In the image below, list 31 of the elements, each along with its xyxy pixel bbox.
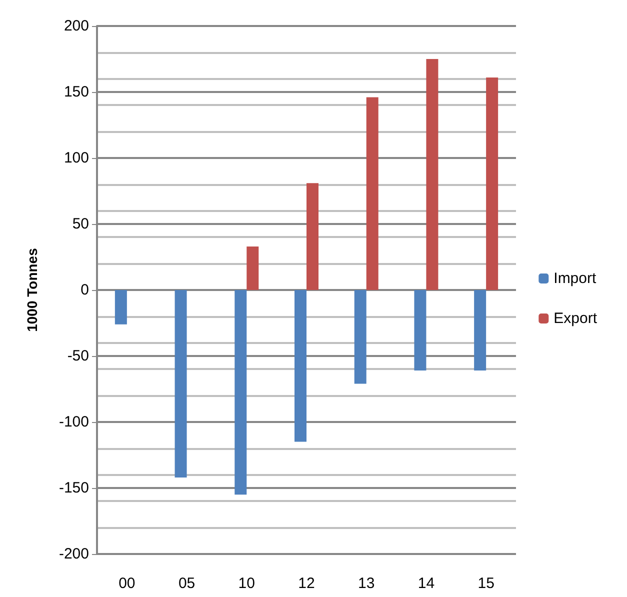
legend-label: Export (554, 310, 598, 327)
y-tick-label: 50 (72, 216, 89, 232)
y-axis-title: 1000 Tonnes (24, 248, 40, 332)
bar (474, 290, 486, 371)
bar (354, 290, 366, 384)
x-tick-label: 10 (238, 575, 255, 592)
legend-label: Import (554, 270, 597, 287)
x-tick-label: 13 (358, 575, 375, 592)
x-tick-label: 14 (418, 575, 435, 592)
bar (234, 290, 247, 495)
y-tick-label: 0 (80, 282, 89, 298)
bar (174, 290, 187, 478)
y-tick-label: -100 (58, 414, 89, 430)
bar (114, 290, 127, 324)
x-tick-label: 05 (178, 575, 196, 592)
bar (246, 246, 259, 290)
x-tick-label: 15 (478, 575, 494, 592)
bar (414, 290, 426, 371)
y-tick-label: 150 (64, 84, 89, 100)
bar (486, 77, 498, 290)
bar (294, 290, 306, 442)
bar (366, 97, 378, 290)
y-tick-label: 100 (64, 150, 89, 166)
y-tick-label: -50 (67, 348, 89, 364)
y-tick-label: -200 (58, 546, 89, 562)
bar (306, 183, 318, 290)
bar (426, 59, 438, 290)
y-tick-label: -150 (58, 480, 89, 496)
x-tick-label: 00 (118, 575, 136, 592)
y-tick-label: 200 (64, 18, 89, 34)
x-tick-label: 12 (298, 575, 315, 592)
